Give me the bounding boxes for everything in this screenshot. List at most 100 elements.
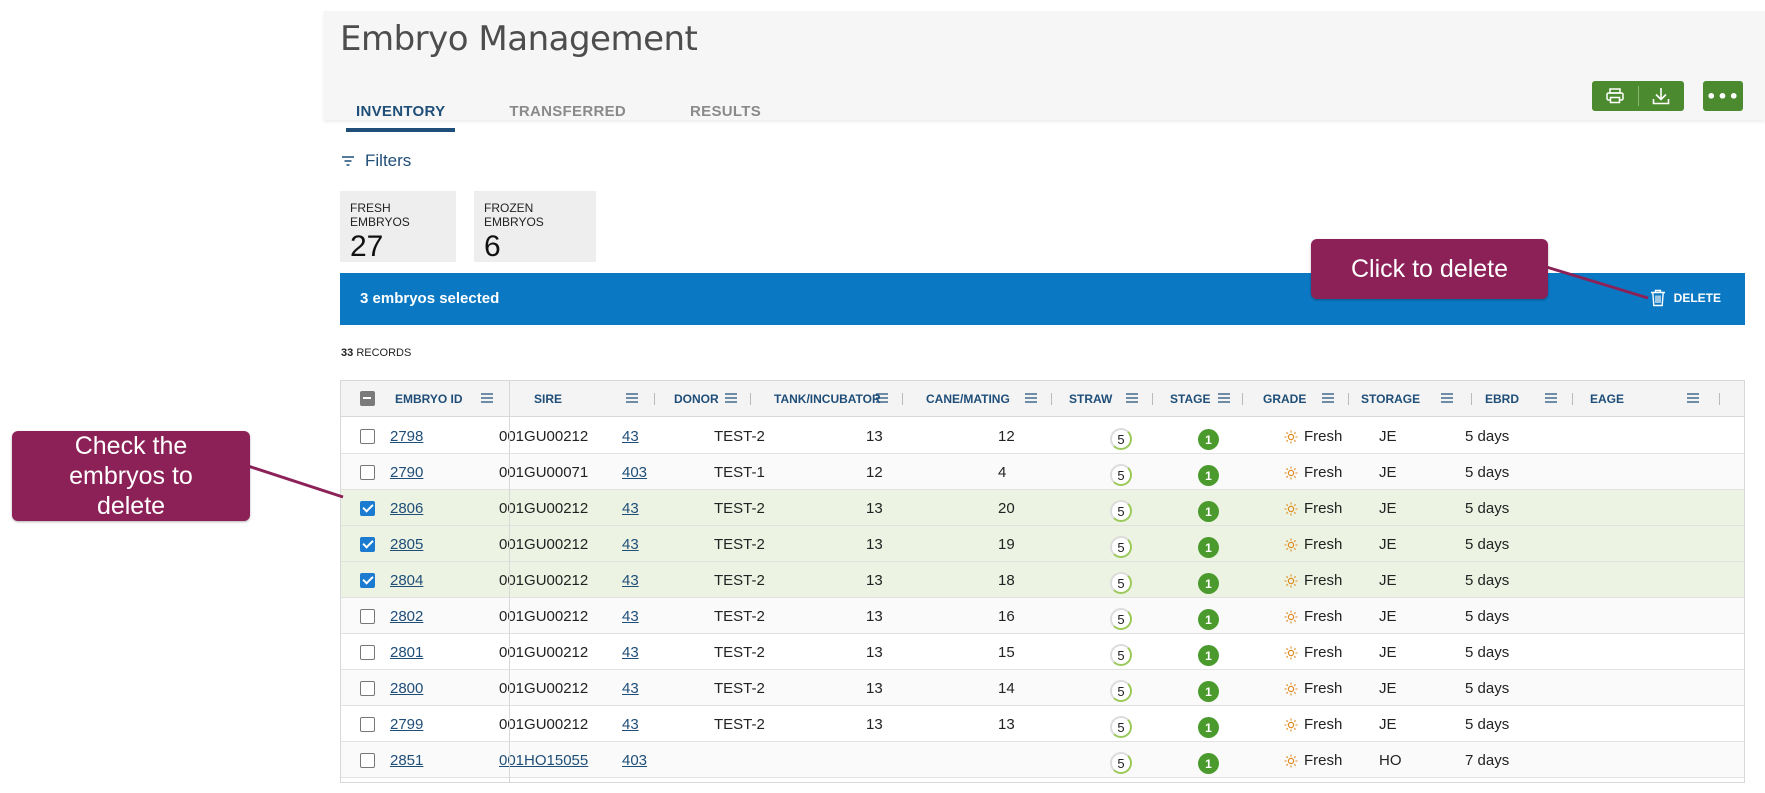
grade-badge: 1 bbox=[1198, 609, 1219, 630]
table-row[interactable]: 2798 001GU00212 43 TEST-2 13 12 5 1 Fresh JE 5 day… bbox=[341, 418, 1744, 454]
table-row[interactable]: 2804 001GU00212 43 TEST-2 13 18 5 1 Fresh JE 5 day… bbox=[341, 562, 1744, 598]
grade-badge: 1 bbox=[1198, 573, 1219, 594]
table-row[interactable]: 2799 001GU00212 43 TEST-2 13 13 5 1 Fresh JE 5 day… bbox=[341, 706, 1744, 742]
embryo-id-link[interactable]: 2790 bbox=[390, 463, 424, 481]
column-menu-icon bbox=[1025, 393, 1037, 403]
embryo-id-link[interactable]: 2805 bbox=[390, 535, 424, 553]
table-row[interactable]: 2806 001GU00212 43 TEST-2 13 20 5 1 Fresh JE 5 day… bbox=[341, 490, 1744, 526]
storage-cell: Fresh bbox=[1304, 427, 1343, 445]
embryo-id-link[interactable]: 2799 bbox=[390, 715, 424, 733]
donor-link[interactable]: 43 bbox=[622, 535, 639, 553]
donor-link[interactable]: 43 bbox=[622, 571, 639, 589]
donor-link[interactable]: 43 bbox=[622, 679, 639, 697]
donor-link[interactable]: 43 bbox=[622, 499, 639, 517]
row-checkbox[interactable] bbox=[360, 537, 375, 552]
row-checkbox[interactable] bbox=[360, 645, 375, 660]
tab-results[interactable]: RESULTS bbox=[690, 81, 761, 132]
donor-link[interactable]: 43 bbox=[622, 427, 639, 445]
sire-cell: 001GU00212 bbox=[499, 535, 589, 553]
ebrd-cell: JE bbox=[1379, 643, 1397, 661]
ebrd-cell: JE bbox=[1379, 535, 1397, 553]
sun-icon bbox=[1284, 537, 1298, 556]
sun-icon bbox=[1284, 753, 1298, 772]
sire-cell: 001GU00212 bbox=[499, 715, 589, 733]
frozen-embryos-count: 6 bbox=[484, 230, 501, 263]
stage-badge: 5 bbox=[1110, 644, 1132, 666]
tab-transferred[interactable]: TRANSFERRED bbox=[509, 81, 626, 132]
table-row[interactable]: 2805 001GU00212 43 TEST-2 13 19 5 1 Fresh JE 5 day… bbox=[341, 526, 1744, 562]
print-button[interactable] bbox=[1592, 81, 1638, 111]
column-header-straw[interactable]: STRAW bbox=[1069, 381, 1112, 417]
embryo-table: EMBRYO ID SIRE DONOR TANK/INCUBATOR CANE… bbox=[340, 380, 1745, 783]
row-checkbox[interactable] bbox=[360, 753, 375, 768]
embryo-id-link[interactable]: 2801 bbox=[390, 643, 424, 661]
table-row[interactable]: 2801 001GU00212 43 TEST-2 13 15 5 1 Fresh JE 5 day… bbox=[341, 634, 1744, 670]
column-menu-icon bbox=[1126, 393, 1138, 403]
donor-link[interactable]: 403 bbox=[622, 751, 648, 769]
embryo-id-link[interactable]: 2800 bbox=[390, 679, 424, 697]
row-checkbox[interactable] bbox=[360, 573, 375, 588]
ebrd-cell: JE bbox=[1379, 463, 1397, 481]
row-checkbox[interactable] bbox=[360, 429, 375, 444]
donor-link[interactable]: 43 bbox=[622, 607, 639, 625]
donor-link[interactable]: 43 bbox=[622, 643, 639, 661]
column-menu-icon bbox=[481, 393, 493, 403]
grade-badge: 1 bbox=[1198, 465, 1219, 486]
table-row[interactable]: 2790 001GU00071 403 TEST-1 12 4 5 1 Fresh JE 5 day… bbox=[341, 454, 1744, 490]
storage-cell: Fresh bbox=[1304, 607, 1343, 625]
column-header-eage[interactable]: EAGE bbox=[1590, 381, 1624, 417]
row-checkbox[interactable] bbox=[360, 501, 375, 516]
select-all-checkbox[interactable] bbox=[360, 391, 375, 406]
tab-transferred-label: TRANSFERRED bbox=[509, 103, 627, 120]
column-label: STAGE bbox=[1170, 392, 1211, 406]
ebrd-cell: JE bbox=[1379, 499, 1397, 517]
column-header-sire[interactable]: SIRE bbox=[534, 381, 562, 417]
donor-link[interactable]: 403 bbox=[622, 463, 648, 481]
column-header-ebrd[interactable]: EBRD bbox=[1485, 381, 1519, 417]
row-checkbox[interactable] bbox=[360, 681, 375, 696]
row-checkbox[interactable] bbox=[360, 609, 375, 624]
column-header-stage[interactable]: STAGE bbox=[1170, 381, 1210, 417]
row-checkbox[interactable] bbox=[360, 465, 375, 480]
column-label: GRADE bbox=[1263, 392, 1307, 406]
tank-cell: TEST-2 bbox=[714, 535, 765, 553]
tab-inventory[interactable]: INVENTORY bbox=[356, 81, 445, 132]
sun-icon bbox=[1284, 465, 1298, 484]
column-header-cane[interactable]: CANE/MATING bbox=[926, 381, 1010, 417]
embryo-id-link[interactable]: 2804 bbox=[390, 571, 424, 589]
column-header-tank[interactable]: TANK/INCUBATOR bbox=[774, 381, 881, 417]
column-header-donor[interactable]: DONOR bbox=[674, 381, 719, 417]
storage-cell: Fresh bbox=[1304, 499, 1343, 517]
sun-icon bbox=[1284, 429, 1298, 448]
sire-cell[interactable]: 001HO15055 bbox=[499, 751, 589, 769]
table-row[interactable]: 2800 001GU00212 43 TEST-2 13 14 5 1 Fresh JE 5 day… bbox=[341, 670, 1744, 706]
column-header-embryo-id[interactable]: EMBRYO ID bbox=[395, 381, 463, 417]
cane-cell: 13 bbox=[866, 715, 883, 733]
fresh-embryos-card: FRESH EMBRYOS 27 bbox=[340, 191, 456, 263]
delete-button[interactable]: DELETE bbox=[1650, 289, 1721, 307]
column-divider bbox=[1719, 393, 1720, 405]
column-divider bbox=[1242, 393, 1243, 405]
column-header-storage[interactable]: STORAGE bbox=[1361, 381, 1420, 417]
embryo-id-link[interactable]: 2851 bbox=[390, 751, 424, 769]
column-label: TANK/INCUBATOR bbox=[774, 392, 881, 406]
checkbox-callout: Check the embryos to delete bbox=[12, 431, 250, 521]
filters-toggle[interactable]: Filters bbox=[341, 151, 411, 171]
grade-badge: 1 bbox=[1198, 753, 1219, 774]
embryo-id-link[interactable]: 2798 bbox=[390, 427, 424, 445]
table-header: EMBRYO ID SIRE DONOR TANK/INCUBATOR CANE… bbox=[341, 381, 1744, 417]
embryo-id-link[interactable]: 2806 bbox=[390, 499, 424, 517]
download-button[interactable] bbox=[1638, 81, 1684, 111]
tab-inventory-label: INVENTORY bbox=[356, 103, 446, 120]
delete-label: DELETE bbox=[1673, 291, 1721, 305]
row-checkbox[interactable] bbox=[360, 717, 375, 732]
more-options-button[interactable]: ••• bbox=[1703, 81, 1743, 111]
embryo-id-link[interactable]: 2802 bbox=[390, 607, 424, 625]
table-row[interactable]: 2851 001HO15055 403 5 1 Fresh HO 7 days bbox=[341, 742, 1744, 778]
records-count: 33 RECORDS bbox=[341, 347, 411, 359]
column-header-grade[interactable]: GRADE bbox=[1263, 381, 1306, 417]
filter-icon bbox=[342, 156, 354, 166]
table-row[interactable]: 2802 001GU00212 43 TEST-2 13 16 5 1 Fresh JE 5 day… bbox=[341, 598, 1744, 634]
cane-cell: 13 bbox=[866, 427, 883, 445]
donor-link[interactable]: 43 bbox=[622, 715, 639, 733]
